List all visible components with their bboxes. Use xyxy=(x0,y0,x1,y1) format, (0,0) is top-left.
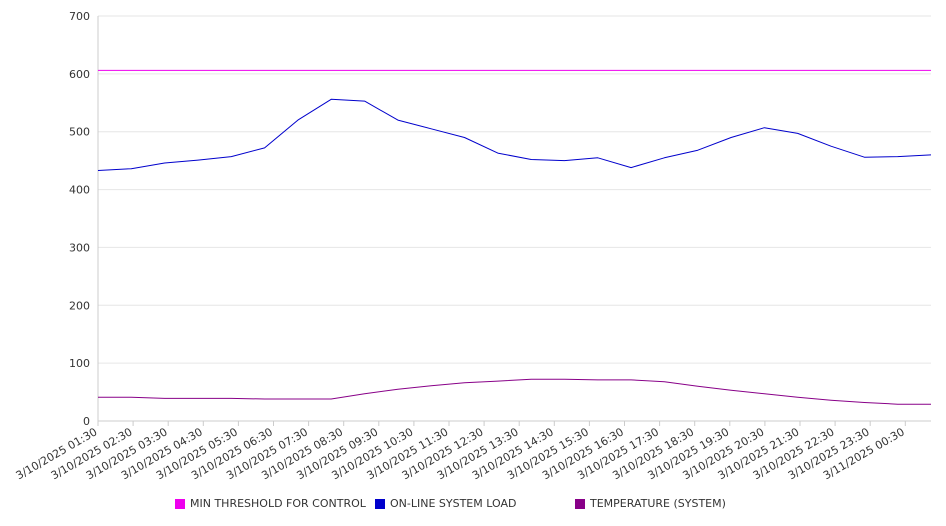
axes xyxy=(97,16,931,426)
y-tick-label: 100 xyxy=(69,357,90,370)
grid-lines xyxy=(98,15,931,364)
y-tick-label: 700 xyxy=(69,10,90,23)
series-line-2 xyxy=(98,378,931,405)
y-tick-label: 200 xyxy=(69,299,90,312)
y-tick-label: 400 xyxy=(69,184,90,197)
legend-item-temperature[interactable]: TEMPERATURE (SYSTEM) xyxy=(575,497,726,510)
series-lines xyxy=(97,69,932,405)
legend-swatch-threshold xyxy=(175,498,185,509)
series-line-1 xyxy=(97,98,932,171)
y-tick-label: 500 xyxy=(69,126,90,139)
legend-swatch-temperature xyxy=(575,498,585,509)
legend: MIN THRESHOLD FOR CONTROL ON-LINE SYSTEM… xyxy=(0,497,946,515)
legend-swatch-system-load xyxy=(375,498,385,509)
x-tick-labels: 3/10/2025 01:303/10/2025 02:303/10/2025 … xyxy=(14,425,907,482)
y-tick-label: 0 xyxy=(83,415,90,428)
legend-label-system-load: ON-LINE SYSTEM LOAD xyxy=(390,497,517,510)
y-tick-label: 600 xyxy=(69,68,90,81)
legend-item-system-load[interactable]: ON-LINE SYSTEM LOAD xyxy=(375,497,516,510)
y-tick-label: 300 xyxy=(69,241,90,254)
legend-label-temperature: TEMPERATURE (SYSTEM) xyxy=(590,497,726,510)
legend-label-threshold: MIN THRESHOLD FOR CONTROL xyxy=(190,497,366,510)
legend-item-threshold[interactable]: MIN THRESHOLD FOR CONTROL xyxy=(175,497,366,510)
y-tick-labels: 0 100 200 300 400 500 600 700 xyxy=(69,10,90,428)
